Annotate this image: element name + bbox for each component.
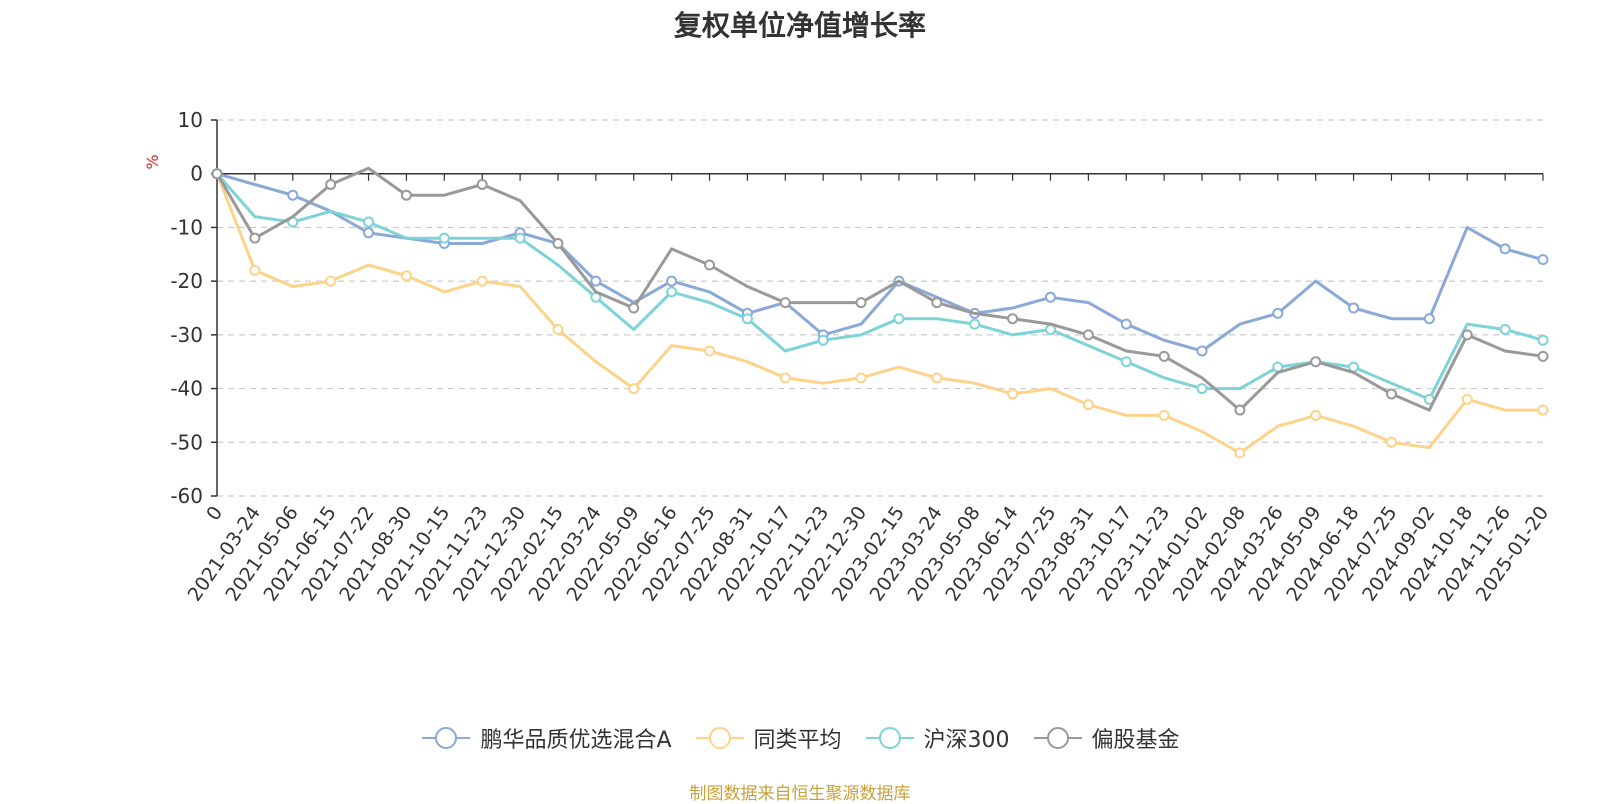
data-point	[817, 334, 829, 346]
data-point	[1348, 302, 1360, 314]
y-tick-label: -40	[170, 377, 203, 401]
data-point	[1310, 356, 1322, 368]
data-point	[1310, 409, 1322, 421]
chart-title: 复权单位净值增长率	[673, 9, 926, 42]
legend-marker-icon	[865, 727, 914, 749]
data-point	[1272, 307, 1284, 319]
data-point	[931, 297, 943, 309]
data-point	[552, 238, 564, 250]
data-point	[855, 297, 867, 309]
y-tick-label: -50	[170, 430, 203, 454]
data-point	[931, 372, 943, 384]
data-point	[249, 232, 261, 244]
data-point	[211, 168, 223, 180]
data-point	[476, 178, 488, 190]
series-line	[215, 172, 1545, 455]
legend-marker-icon	[422, 727, 471, 749]
y-tick-label: -20	[170, 269, 203, 293]
data-point	[855, 372, 867, 384]
legend-marker-icon	[1033, 727, 1082, 749]
data-point	[1044, 291, 1056, 303]
legend-item[interactable]: 同类平均	[694, 722, 842, 754]
legend-item[interactable]: 鹏华品质优选混合A	[420, 722, 672, 754]
y-tick-label: -60	[170, 484, 203, 508]
data-point	[287, 189, 299, 201]
data-point	[969, 318, 981, 330]
data-point	[1120, 318, 1132, 330]
y-axis-unit: %	[143, 154, 162, 169]
legend: 鹏华品质优选混合A 同类平均 沪深300 偏股基金	[0, 722, 1600, 754]
data-point	[1007, 388, 1019, 400]
data-point	[1385, 436, 1397, 448]
y-tick-label: 10	[178, 108, 203, 132]
data-point	[779, 297, 791, 309]
data-point	[363, 227, 375, 239]
data-point	[249, 264, 261, 276]
data-point	[590, 275, 602, 287]
legend-label: 偏股基金	[1091, 728, 1180, 753]
data-point	[438, 232, 450, 244]
data-point	[1082, 399, 1094, 411]
legend-label: 同类平均	[753, 728, 842, 753]
data-point	[400, 189, 412, 201]
data-point	[1537, 254, 1549, 266]
data-point	[1158, 350, 1170, 362]
data-point	[1461, 329, 1473, 341]
data-point	[363, 216, 375, 228]
data-point	[893, 313, 905, 325]
data-point	[704, 345, 716, 357]
legend-item[interactable]: 沪深300	[864, 722, 1010, 754]
legend-label: 沪深300	[923, 728, 1010, 753]
data-point	[325, 178, 337, 190]
data-point	[1537, 334, 1549, 346]
data-point	[1461, 393, 1473, 405]
data-point	[325, 275, 337, 287]
data-point	[552, 323, 564, 335]
data-point	[666, 286, 678, 298]
data-point	[1120, 356, 1132, 368]
series-layer	[211, 166, 1549, 459]
y-tick-label: 0	[190, 162, 203, 186]
legend-marker-icon	[695, 727, 744, 749]
data-point	[628, 383, 640, 395]
data-point	[1385, 388, 1397, 400]
data-point	[779, 372, 791, 384]
data-point	[666, 275, 678, 287]
data-point	[628, 302, 640, 314]
data-point	[1499, 243, 1511, 255]
data-point	[514, 232, 526, 244]
data-point	[1423, 313, 1435, 325]
data-point	[1158, 409, 1170, 421]
x-tick-label: 0	[202, 502, 227, 525]
data-point	[1196, 345, 1208, 357]
grid-layer	[217, 119, 1543, 497]
y-tick-label: -10	[170, 215, 203, 239]
label-layer: 100-10-20-30-40-50-60%02021-03-242021-05…	[143, 108, 1553, 605]
data-point	[1499, 323, 1511, 335]
data-point	[1234, 447, 1246, 459]
y-tick-label: -30	[170, 323, 203, 347]
data-point	[1537, 404, 1549, 416]
series-line	[215, 166, 1545, 412]
series-line	[215, 172, 1545, 401]
series-line	[215, 172, 1545, 353]
data-point	[741, 313, 753, 325]
data-point	[1082, 329, 1094, 341]
data-point	[1196, 383, 1208, 395]
data-point	[476, 275, 488, 287]
legend-label: 鹏华品质优选混合A	[480, 728, 672, 753]
data-point	[1007, 313, 1019, 325]
data-point	[1234, 404, 1246, 416]
legend-item[interactable]: 偏股基金	[1032, 722, 1180, 754]
data-point	[1537, 350, 1549, 362]
data-point	[704, 259, 716, 271]
source-note: 制图数据来自恒生聚源数据库	[689, 784, 911, 804]
data-point	[400, 270, 412, 282]
